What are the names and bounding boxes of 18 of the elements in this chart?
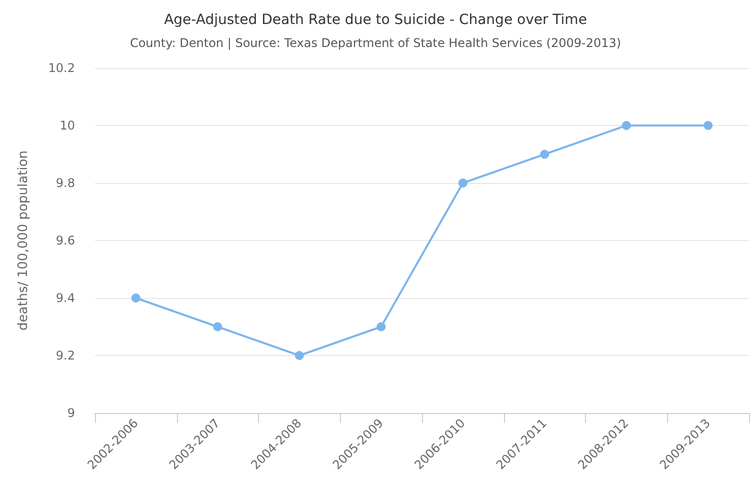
point bbox=[622, 121, 631, 130]
point bbox=[704, 121, 713, 130]
chart-title: Age-Adjusted Death Rate due to Suicide - Change over Time bbox=[164, 12, 587, 28]
y-tick-label: 10 bbox=[60, 118, 75, 132]
point bbox=[540, 150, 550, 159]
y-tick-label: 10.2 bbox=[48, 61, 75, 75]
point bbox=[458, 178, 468, 188]
y-tick-label: 9 bbox=[67, 406, 75, 420]
point bbox=[294, 351, 304, 360]
y-tick-label: 9.8 bbox=[56, 176, 75, 190]
y-tick-label: 9.2 bbox=[56, 348, 75, 362]
y-tick-label: 9.6 bbox=[56, 234, 75, 248]
point bbox=[131, 294, 140, 302]
point bbox=[376, 322, 386, 332]
y-axis-title: deaths/ 100,000 population bbox=[16, 150, 31, 330]
point bbox=[213, 322, 222, 332]
chart-subtitle: County: Denton | Source: Texas Department of State Health Services (2009-2013) bbox=[130, 36, 622, 50]
y-tick-label: 9.4 bbox=[56, 291, 75, 305]
